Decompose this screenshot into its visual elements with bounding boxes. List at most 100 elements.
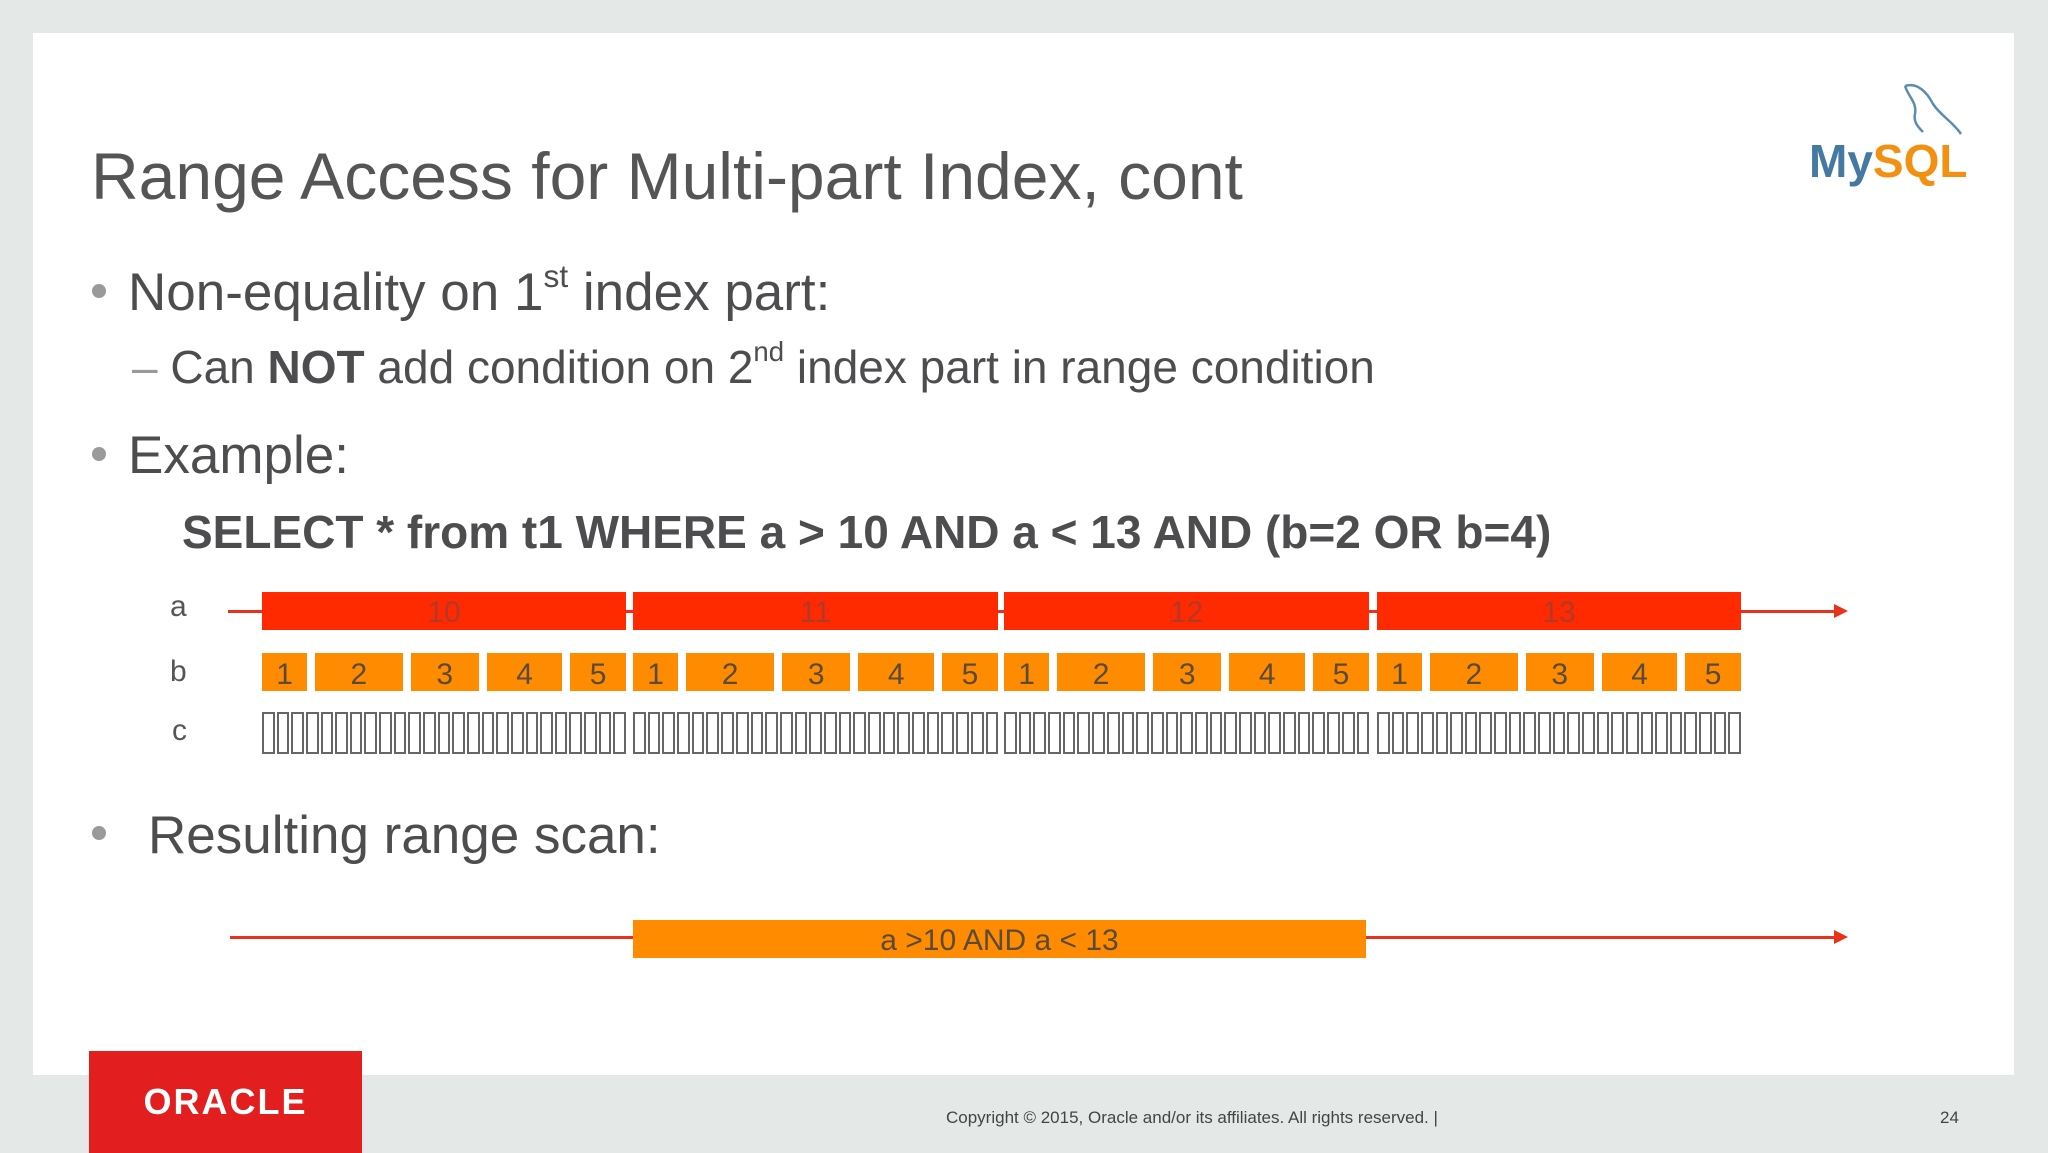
c-entry xyxy=(1625,712,1639,754)
c-entry xyxy=(584,712,597,754)
c-entry xyxy=(956,712,969,754)
c-entry xyxy=(510,712,524,754)
c-entry xyxy=(1611,712,1624,754)
c-entry xyxy=(1684,712,1698,754)
c-entry xyxy=(408,712,422,754)
c-entry xyxy=(1268,712,1282,754)
slide xyxy=(33,33,2014,1075)
c-group xyxy=(1377,712,1742,754)
c-entry xyxy=(1596,712,1610,754)
c-entry xyxy=(1341,712,1355,754)
c-entry xyxy=(1312,712,1326,754)
c-entry xyxy=(1640,712,1654,754)
copyright: Copyright © 2015, Oracle and/or its affi… xyxy=(946,1108,1438,1127)
b-block: 3 xyxy=(1152,653,1222,691)
c-entry xyxy=(1136,712,1149,754)
slide-title: Range Access for Multi-part Index, cont xyxy=(91,139,1243,213)
dolphin-icon xyxy=(1903,83,1963,135)
b-block: 1 xyxy=(1377,653,1423,691)
c-entry xyxy=(452,712,465,754)
c-entry xyxy=(1283,712,1296,754)
bullet-dot xyxy=(92,826,106,840)
c-group xyxy=(1004,712,1370,754)
result-range-block: a >10 AND a < 13 xyxy=(633,920,1366,958)
c-entry xyxy=(379,712,392,754)
c-entry xyxy=(823,712,837,754)
c-entry xyxy=(853,712,866,754)
b-block: 4 xyxy=(1229,653,1306,691)
c-entry xyxy=(1033,712,1047,754)
c-entry xyxy=(364,712,378,754)
c-entry xyxy=(1655,712,1668,754)
c-entry xyxy=(481,712,495,754)
c-entry xyxy=(1194,712,1208,754)
row-label-b: b xyxy=(170,655,187,688)
c-entry xyxy=(1391,712,1405,754)
c-entry xyxy=(882,712,896,754)
c-entry xyxy=(569,712,583,754)
c-entry xyxy=(1077,712,1091,754)
c-entry xyxy=(437,712,451,754)
c-entry xyxy=(320,712,334,754)
c-entry xyxy=(897,712,911,754)
bullet-dot xyxy=(92,284,106,298)
c-entry xyxy=(1048,712,1061,754)
c-entry xyxy=(1092,712,1105,754)
c-entry xyxy=(1435,712,1449,754)
c-entry xyxy=(1356,712,1370,754)
b-block: 1 xyxy=(633,653,679,691)
c-entry xyxy=(496,712,509,754)
c-entry xyxy=(1669,712,1683,754)
sub-bullet: – Can NOT add condition on 2nd index par… xyxy=(132,336,1375,393)
b-block: 2 xyxy=(1057,653,1145,691)
c-entry xyxy=(1538,712,1551,754)
c-entry xyxy=(1450,712,1463,754)
arrow-head-icon xyxy=(1834,930,1848,944)
c-entry xyxy=(1508,712,1522,754)
c-entry xyxy=(1018,712,1032,754)
b-block: 3 xyxy=(1525,653,1594,691)
c-entry xyxy=(1121,712,1135,754)
c-entry xyxy=(1239,712,1252,754)
b-block: 5 xyxy=(1685,653,1742,691)
c-entry xyxy=(598,712,612,754)
c-entry xyxy=(262,712,275,754)
c-group xyxy=(633,712,999,754)
c-entry xyxy=(1062,712,1076,754)
page-number: 24 xyxy=(1940,1108,1959,1127)
c-entry xyxy=(1224,712,1237,754)
c-entry xyxy=(941,712,955,754)
a-block: 11 xyxy=(633,592,998,630)
bullet-result: Resulting range scan: xyxy=(148,806,661,865)
c-entry xyxy=(926,712,940,754)
c-entry xyxy=(525,712,539,754)
c-entry xyxy=(276,712,290,754)
c-entry xyxy=(466,712,480,754)
c-entry xyxy=(633,712,646,754)
b-block: 2 xyxy=(686,653,774,691)
b-block: 2 xyxy=(1430,653,1518,691)
c-entry xyxy=(838,712,852,754)
a-block: 12 xyxy=(1004,592,1369,630)
c-entry xyxy=(1150,712,1164,754)
b-block: 5 xyxy=(570,653,627,691)
c-entry xyxy=(1406,712,1419,754)
b-block: 4 xyxy=(1601,653,1678,691)
a-block: 10 xyxy=(262,592,626,630)
c-entry xyxy=(1327,712,1340,754)
bullet-non-equality: Non-equality on 1st index part: xyxy=(128,258,831,322)
c-entry xyxy=(868,712,881,754)
b-block: 1 xyxy=(1004,653,1050,691)
b-block: 3 xyxy=(781,653,851,691)
c-entry xyxy=(554,712,568,754)
c-entry xyxy=(1180,712,1193,754)
b-block: 5 xyxy=(1313,653,1369,691)
c-entry xyxy=(912,712,925,754)
c-entry xyxy=(706,712,720,754)
c-entry xyxy=(291,712,304,754)
c-entry xyxy=(1004,712,1017,754)
b-block: 2 xyxy=(315,653,403,691)
